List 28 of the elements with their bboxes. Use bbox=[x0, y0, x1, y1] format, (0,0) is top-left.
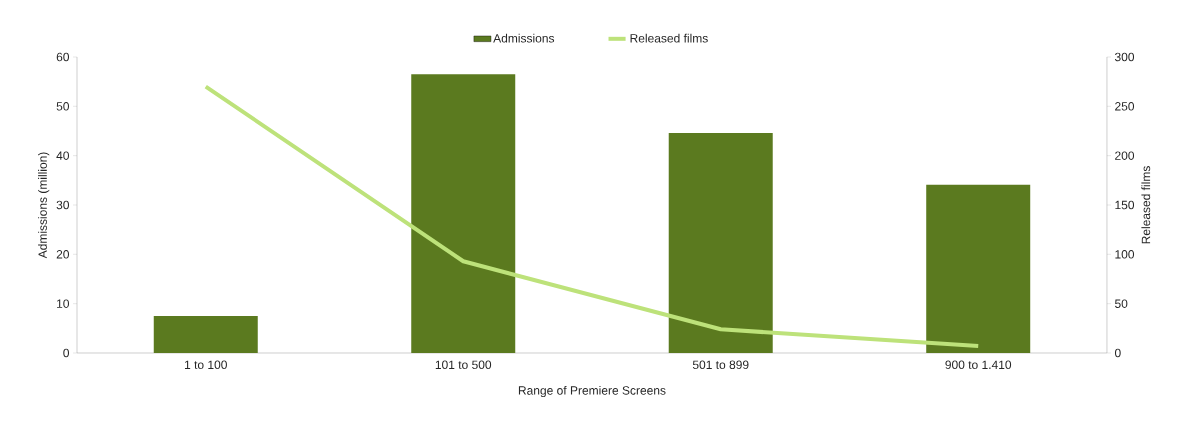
y2-tick-label: 300 bbox=[1114, 52, 1135, 62]
y-axis-title: Admissions (million) bbox=[38, 152, 50, 259]
y-tick-label: 0 bbox=[63, 348, 70, 358]
line-series bbox=[203, 84, 981, 349]
y2-tick-label: 50 bbox=[1114, 299, 1128, 308]
y-tick-label: 50 bbox=[56, 102, 70, 111]
x-tick-label: 1 to 100 bbox=[184, 360, 227, 370]
y-tick-label: 30 bbox=[56, 200, 70, 210]
legend-label: Released films bbox=[630, 33, 708, 43]
y2-tick-label: 250 bbox=[1115, 102, 1135, 111]
y-tick-label: 10 bbox=[57, 299, 70, 308]
bar bbox=[668, 132, 773, 353]
x-axis-title: Range of Premiere Screens bbox=[518, 385, 666, 398]
x-tick-label: 101 to 500 bbox=[435, 360, 492, 370]
y-tick-label: 60 bbox=[56, 52, 70, 62]
y2-tick-label: 150 bbox=[1115, 200, 1135, 210]
x-tick-label: 501 to 899 bbox=[692, 360, 749, 370]
bar bbox=[411, 74, 516, 353]
x-tick-label: 900 to 1.410 bbox=[945, 360, 1012, 370]
legend-label: Admissions bbox=[493, 33, 555, 43]
y2-tick-label: 200 bbox=[1115, 151, 1135, 160]
y-tick-label: 40 bbox=[56, 151, 70, 160]
bar bbox=[926, 184, 1031, 353]
y2-tick-label: 0 bbox=[1114, 348, 1121, 358]
y2-tick-label: 100 bbox=[1115, 250, 1135, 259]
y2-axis-title: Released films bbox=[1141, 166, 1151, 244]
y-tick-label: 20 bbox=[56, 250, 70, 259]
bar bbox=[153, 315, 258, 353]
